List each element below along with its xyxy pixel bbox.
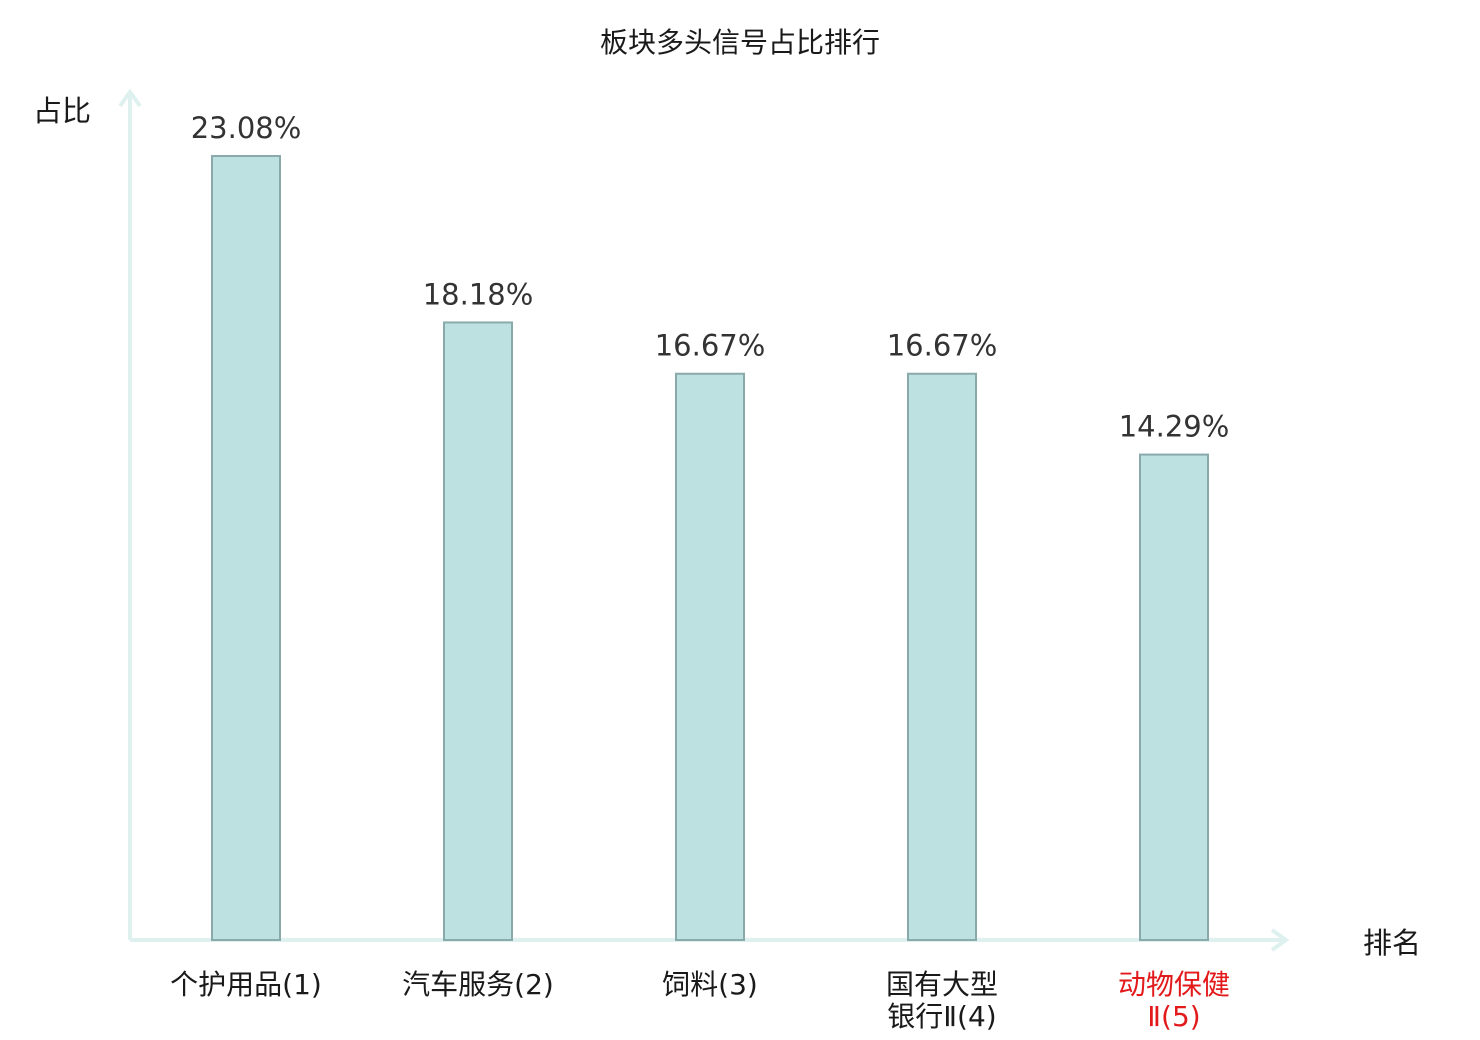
y-axis-arrow [118,88,142,108]
category-label: 动物保健 Ⅱ(5) [1118,968,1230,1033]
category-label-line: 银行Ⅱ(4) [887,1000,996,1033]
x-axis-label: 排名 [1363,926,1421,960]
category-label: 个护用品(1) [170,968,322,1001]
x-axis-arrow [1270,928,1290,952]
data-label: 14.29% [1119,410,1230,444]
bar [907,372,977,941]
category-label: 饲料(3) [662,968,758,1001]
y-axis-label: 占比 [33,94,91,128]
chart-title: 板块多头信号占比排行 [600,26,880,59]
data-label: 16.67% [887,329,998,363]
category-label-line: 国有大型 [886,968,998,1001]
bar [443,321,513,941]
bars-group: 23.08% 个护用品(1) 18.18% 汽车服务(2) 16.67% 饲料(3) 16.… [170,111,1230,1033]
bar [1139,453,1209,941]
bar [675,372,745,941]
category-label-line: 动物保健 [1118,968,1230,1001]
category-label: 汽车服务(2) [402,968,554,1001]
data-label: 23.08% [191,111,302,145]
data-label: 16.67% [655,329,766,363]
data-label: 18.18% [423,277,534,311]
bar [211,155,281,941]
category-label: 国有大型银行Ⅱ(4) [886,968,998,1033]
category-label-line: Ⅱ(5) [1147,1000,1200,1033]
